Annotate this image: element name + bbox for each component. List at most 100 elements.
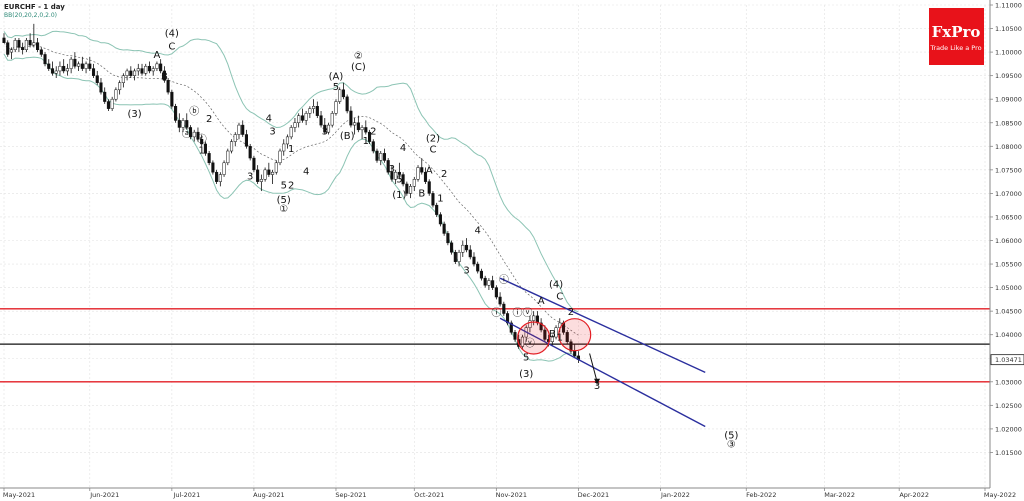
candle-body — [330, 113, 334, 126]
candle-body — [513, 332, 517, 340]
candle-body — [155, 63, 159, 69]
x-tick-label: Jul-2021 — [172, 491, 200, 499]
candle-body — [9, 49, 14, 53]
wave-label: ⓐ — [182, 128, 192, 140]
candle-body — [353, 122, 357, 126]
candle-body — [50, 68, 55, 74]
candle-body — [170, 91, 174, 107]
candle-body — [39, 49, 43, 55]
chart-title: EURCHF - 1 day — [4, 3, 65, 11]
x-tick-label: Feb-2022 — [746, 491, 776, 499]
candle-body — [438, 214, 442, 225]
candle-body — [256, 169, 260, 182]
wave-label: (2) — [426, 134, 440, 145]
wave-label: C — [429, 144, 436, 155]
y-tick-label: 1.04000 — [995, 331, 1022, 339]
wave-label: 4 — [303, 167, 309, 178]
candle-body — [345, 96, 349, 112]
candle-body — [573, 350, 577, 357]
candle-body — [229, 141, 234, 152]
candle-body — [248, 146, 252, 159]
candle-body — [468, 249, 472, 258]
candle-body — [203, 143, 207, 154]
x-tick-label: Mar-2022 — [824, 491, 855, 499]
candle-body — [394, 171, 398, 180]
candle-body — [371, 141, 375, 152]
candle-body — [494, 287, 498, 298]
candle-body — [367, 131, 372, 142]
wave-label: 5 — [396, 175, 402, 186]
y-tick-label: 1.06000 — [995, 237, 1022, 245]
candle-body — [6, 42, 10, 55]
wave-label: (4) — [165, 29, 179, 40]
wave-label: (5) — [277, 195, 291, 206]
candle-body — [140, 68, 144, 74]
wave-label: C — [168, 42, 175, 53]
candle-body — [502, 303, 506, 314]
wave-label: A — [426, 166, 433, 177]
candle-body — [125, 70, 129, 76]
candle-body — [543, 329, 547, 340]
candle-body — [360, 127, 364, 131]
candle-body — [412, 179, 416, 187]
x-tick-label: Apr-2022 — [899, 491, 929, 499]
candle-body — [241, 124, 245, 135]
y-tick-label: 1.06500 — [995, 213, 1022, 221]
wave-label: 1 — [199, 145, 205, 156]
wave-label: (B) — [340, 131, 355, 142]
candle-body — [54, 70, 58, 74]
wave-label: (4) — [549, 280, 563, 291]
candle-body — [409, 186, 413, 194]
x-tick-label: Nov-2021 — [496, 491, 527, 499]
candle-body — [233, 134, 237, 142]
y-tick-label: 1.09500 — [995, 72, 1022, 80]
candles — [2, 23, 580, 363]
candle-body — [509, 322, 513, 333]
current-price-tag: 1.03471 — [990, 354, 1024, 366]
candle-body — [24, 40, 28, 50]
candle-body — [2, 37, 6, 43]
candle-body — [416, 167, 420, 180]
circle-marks — [517, 318, 592, 355]
candle-body — [319, 115, 323, 126]
wave-label: 3 — [594, 381, 600, 392]
candle-body — [121, 75, 125, 83]
x-tick-label: Jun-2021 — [89, 491, 119, 499]
y-tick-label: 1.02000 — [995, 425, 1022, 433]
y-tick-label: 1.09000 — [995, 96, 1022, 104]
candle-body — [479, 270, 483, 279]
candle-body — [312, 106, 316, 109]
candle-body — [47, 63, 51, 69]
candle-body — [133, 70, 137, 76]
brand-logo-box — [929, 8, 984, 65]
projection-arrow-head — [594, 378, 601, 385]
wave-label: (3) — [127, 109, 141, 120]
y-tick-label: 1.10500 — [995, 25, 1022, 33]
candle-body — [73, 58, 77, 67]
indicator-label: BB(20,20,2,0,2.0) — [4, 12, 57, 19]
brand-tagline: Trade Like a Pro — [929, 44, 981, 52]
candle-body — [13, 40, 17, 50]
x-tick-label: May-2021 — [3, 491, 35, 499]
candle-body — [420, 167, 424, 173]
wave-label: 4 — [475, 225, 481, 236]
candle-body — [188, 127, 193, 138]
candle-body — [218, 174, 222, 182]
candle-body — [226, 150, 230, 164]
candle-body — [43, 54, 47, 65]
candle-body — [263, 169, 267, 180]
candle-body — [476, 263, 480, 272]
candle-body — [237, 124, 241, 135]
candle-body — [300, 115, 304, 121]
candle-body — [532, 315, 536, 321]
candle-body — [326, 124, 331, 133]
y-tick-label: 1.03000 — [995, 378, 1022, 386]
candle-body — [36, 42, 40, 50]
wave-label: B — [161, 71, 168, 82]
candle-body — [185, 120, 189, 128]
wave-label: (3) — [519, 369, 533, 380]
candle-body — [106, 101, 110, 109]
y-tick-label: 1.07000 — [995, 190, 1022, 198]
wave-label: 1 — [363, 136, 369, 147]
candle-body — [177, 120, 181, 128]
